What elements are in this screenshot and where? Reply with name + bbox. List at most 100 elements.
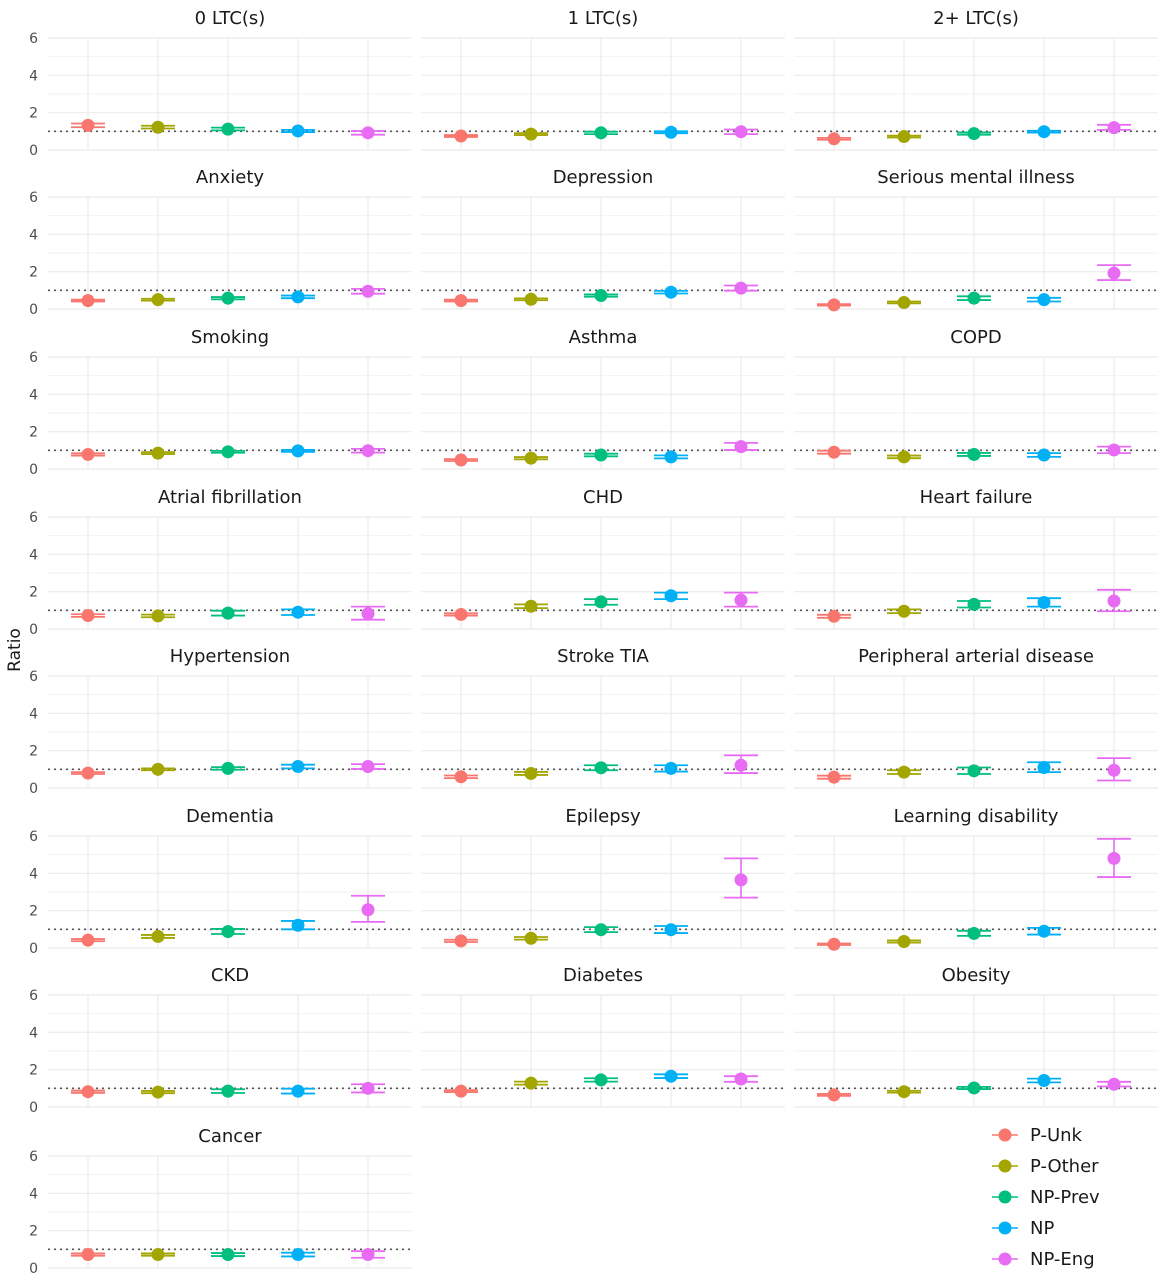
facet-title: Asthma — [569, 327, 638, 348]
facet-title: Peripheral arterial disease — [858, 646, 1094, 667]
y-tick-label: 2 — [29, 425, 38, 441]
facet-panel: CHD — [421, 487, 785, 630]
y-tick-label: 2 — [29, 265, 38, 281]
legend-key-dot — [998, 1190, 1012, 1204]
data-point — [524, 931, 538, 945]
legend: P-Unk P-Other NP-Prev NP NP-Eng — [992, 1125, 1100, 1270]
data-point — [734, 593, 748, 607]
y-tick-label: 6 — [29, 510, 38, 526]
data-point — [291, 918, 305, 932]
data-point — [827, 609, 841, 623]
data-point — [1107, 121, 1121, 135]
y-tick-label: 4 — [29, 227, 38, 243]
data-point — [734, 873, 748, 887]
data-point — [664, 761, 678, 775]
data-point — [897, 1085, 911, 1099]
data-point — [1037, 595, 1051, 609]
y-tick-label: 6 — [29, 350, 38, 366]
data-point — [291, 1248, 305, 1262]
data-point — [594, 761, 608, 775]
data-point — [361, 444, 375, 458]
data-point — [734, 281, 748, 295]
data-point — [967, 447, 981, 461]
y-tick-label: 0 — [29, 622, 38, 638]
data-point — [221, 1248, 235, 1262]
data-point — [291, 605, 305, 619]
data-point — [897, 130, 911, 144]
data-point — [734, 758, 748, 772]
legend-label: P-Other — [1030, 1156, 1099, 1177]
data-point — [291, 1084, 305, 1098]
data-point — [151, 929, 165, 943]
y-tick-label: 6 — [29, 829, 38, 845]
facet-panel: Asthma — [421, 327, 785, 470]
data-point — [291, 290, 305, 304]
data-point — [361, 1081, 375, 1095]
facet-title: CKD — [211, 965, 249, 986]
data-point — [151, 1085, 165, 1099]
y-tick-label: 0 — [29, 462, 38, 478]
y-tick-label: 2 — [29, 904, 38, 920]
y-tick-label: 0 — [29, 1261, 38, 1277]
data-point — [1037, 760, 1051, 774]
data-point — [967, 127, 981, 141]
legend-label: NP — [1030, 1218, 1054, 1239]
legend-key-dot — [998, 1252, 1012, 1266]
facet-panel: Hypertension 0 2 4 6 — [29, 646, 412, 797]
y-tick-label: 4 — [29, 1186, 38, 1202]
data-point — [1037, 448, 1051, 462]
data-point — [664, 1069, 678, 1083]
data-point — [967, 597, 981, 611]
data-point — [151, 609, 165, 623]
data-point — [524, 766, 538, 780]
y-tick-label: 4 — [29, 866, 38, 882]
facet-panel: Stroke TIA — [421, 646, 785, 789]
data-point — [151, 1248, 165, 1262]
facet-title: 0 LTC(s) — [195, 8, 266, 29]
data-point — [81, 1248, 95, 1262]
data-point — [734, 1072, 748, 1086]
data-point — [454, 1084, 468, 1098]
facet-title: Learning disability — [894, 806, 1059, 827]
y-tick-label: 2 — [29, 585, 38, 601]
data-point — [594, 126, 608, 140]
facet-panel: 2+ LTC(s) — [794, 8, 1158, 151]
facet-panel: Atrial fibrillation 0 2 4 6 — [29, 487, 412, 638]
data-point — [361, 1248, 375, 1262]
y-tick-label: 4 — [29, 706, 38, 722]
facet-title: Epilepsy — [565, 806, 641, 827]
data-point — [827, 937, 841, 951]
y-tick-label: 2 — [29, 1063, 38, 1079]
data-point — [967, 764, 981, 778]
data-point — [664, 923, 678, 937]
facet-panel: Smoking 0 2 4 6 — [29, 327, 412, 478]
data-point — [664, 285, 678, 299]
y-tick-label: 0 — [29, 1100, 38, 1116]
data-point — [897, 934, 911, 948]
facet-title: 2+ LTC(s) — [933, 8, 1019, 29]
facet-panel: 1 LTC(s) — [421, 8, 785, 151]
data-point — [594, 923, 608, 937]
y-tick-label: 0 — [29, 143, 38, 159]
data-point — [361, 903, 375, 917]
data-point — [291, 444, 305, 458]
y-tick-label: 0 — [29, 781, 38, 797]
data-point — [221, 1084, 235, 1098]
data-point — [291, 124, 305, 138]
data-point — [1107, 443, 1121, 457]
y-tick-label: 4 — [29, 387, 38, 403]
facet-title: Hypertension — [170, 646, 290, 667]
data-point — [967, 926, 981, 940]
data-point — [1107, 1077, 1121, 1091]
y-tick-label: 2 — [29, 744, 38, 760]
data-point — [594, 448, 608, 462]
y-tick-label: 4 — [29, 547, 38, 563]
y-tick-label: 4 — [29, 1025, 38, 1041]
data-point — [1037, 924, 1051, 938]
data-point — [897, 765, 911, 779]
facet-panel: Depression — [421, 167, 785, 310]
data-point — [1107, 266, 1121, 280]
y-tick-label: 6 — [29, 31, 38, 47]
facet-panel: CKD 0 2 4 6 — [29, 965, 412, 1116]
